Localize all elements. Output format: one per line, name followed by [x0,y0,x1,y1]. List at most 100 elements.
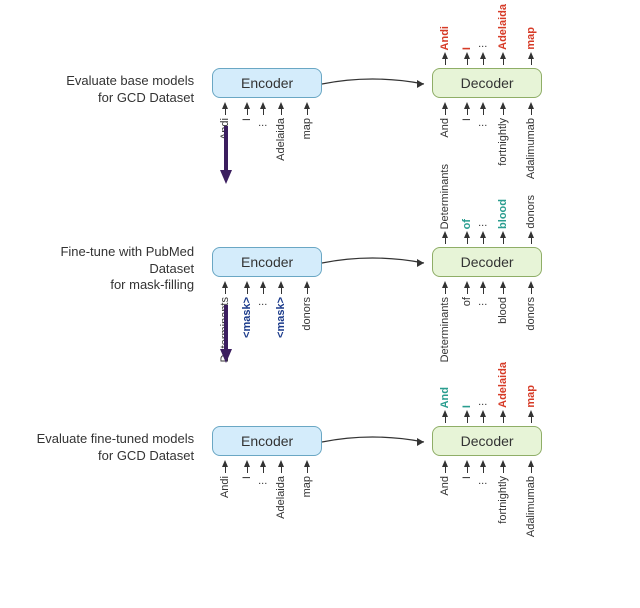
up-arrow [528,460,534,467]
decoder-box: Decoder [432,247,542,277]
stage-label: Fine-tune with PubMed Datasetfor mask-fi… [20,244,202,295]
up-arrow [464,231,470,238]
up-arrow [222,460,228,467]
up-arrow [304,281,310,288]
token: And [440,387,451,408]
token: I [242,118,253,121]
up-arrow [464,281,470,288]
token: blood [498,199,509,229]
stage-label-l2: for GCD Dataset [98,448,194,463]
token: <mask> [276,297,287,338]
token: And [440,476,451,496]
diagram: Encoder Decoder Andi I... Adelaida map And I...… [202,378,620,518]
up-arrow [500,460,506,467]
up-arrow [528,231,534,238]
token: Determinants [440,297,451,362]
up-arrow [442,231,448,238]
stage-2: Evaluate fine-tuned models for GCD Datase… [20,378,620,518]
up-arrow [442,410,448,417]
up-arrow [528,281,534,288]
up-arrow [278,102,284,109]
up-arrow [480,281,486,288]
token: ... [258,297,267,308]
up-arrow [480,231,486,238]
up-arrow [222,281,228,288]
token: ... [478,39,487,50]
stage-arrow [220,170,232,184]
token: I [462,118,473,121]
token: ... [478,397,487,408]
token: Adelaida [276,476,287,519]
up-arrow [222,102,228,109]
up-arrow [480,52,486,59]
token: fortnightly [498,118,509,166]
up-arrow [304,102,310,109]
token: Andi [220,476,231,498]
stage-arrow [220,349,232,363]
up-arrow [464,52,470,59]
up-arrow [442,52,448,59]
up-arrow [528,410,534,417]
stage-1: Fine-tune with PubMed Datasetfor mask-fi… [20,199,620,339]
up-arrow [464,102,470,109]
stage-label-l1: Evaluate base models [66,73,194,88]
up-arrow [278,460,284,467]
token: map [302,476,313,497]
token: And [440,118,451,138]
up-arrow [464,460,470,467]
token: Adelaida [498,4,509,50]
stage-label-l1: Evaluate fine-tuned models [37,431,195,446]
token: Adelaida [498,362,509,408]
diagram: EncoderDecoderDeterminants<mask>...<mask… [202,199,620,339]
up-arrow [528,52,534,59]
token: ... [258,118,267,129]
token: ... [478,218,487,229]
up-arrow [260,102,266,109]
up-arrow [244,281,250,288]
up-arrow [500,281,506,288]
encoder-box: Encoder [212,426,322,456]
up-arrow [500,102,506,109]
up-arrow [464,410,470,417]
up-arrow [500,52,506,59]
token: I [462,476,473,479]
decoder-box: Decoder [432,426,542,456]
token: <mask> [242,297,253,338]
stage-0: Evaluate base modelsfor GCD DatasetEncod… [20,20,620,160]
stage-label: Evaluate fine-tuned models for GCD Datase… [20,431,202,465]
token: ... [478,476,487,487]
token: donors [526,195,537,229]
up-arrow [442,460,448,467]
token: of [462,219,473,229]
token: donors [526,297,537,331]
token: map [526,27,537,50]
token: Adalimumab [526,118,537,179]
token: blood [498,297,509,324]
encoder-box: Encoder [212,247,322,277]
token: of [462,297,473,306]
token: ... [478,118,487,129]
up-arrow [528,102,534,109]
stage-label: Evaluate base modelsfor GCD Dataset [20,73,202,107]
up-arrow [260,281,266,288]
token: I [242,476,253,479]
up-arrow [480,102,486,109]
up-arrow [278,281,284,288]
up-arrow [480,410,486,417]
token: Andi [440,26,451,50]
stage-label-l1: Fine-tune with PubMed Dataset [60,244,194,276]
up-arrow [500,231,506,238]
decoder-box: Decoder [432,68,542,98]
diagram: Encoder Decoder Andi I... Adelaida map And I...… [202,20,620,160]
token: map [526,385,537,408]
token: ... [478,297,487,308]
up-arrow [244,102,250,109]
up-arrow [480,460,486,467]
up-arrow [442,281,448,288]
encoder-box: Encoder [212,68,322,98]
token: fortnightly [498,476,509,524]
up-arrow [304,460,310,467]
token: Adelaida [276,118,287,161]
up-arrow [500,410,506,417]
token: ... [258,476,267,487]
